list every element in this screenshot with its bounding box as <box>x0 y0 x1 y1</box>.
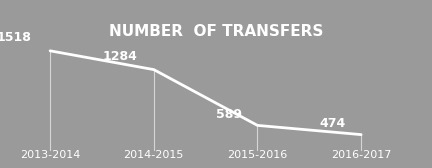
Text: 2013-2014: 2013-2014 <box>20 150 80 160</box>
Text: 474: 474 <box>319 117 346 130</box>
Text: 2014-2015: 2014-2015 <box>124 150 184 160</box>
Text: NUMBER  OF TRANSFERS: NUMBER OF TRANSFERS <box>109 25 323 39</box>
Text: 589: 589 <box>216 108 242 121</box>
Text: 1518: 1518 <box>0 31 32 44</box>
Text: 2016-2017: 2016-2017 <box>331 150 391 160</box>
Text: 2015-2016: 2015-2016 <box>227 150 288 160</box>
Text: 1284: 1284 <box>102 50 137 63</box>
